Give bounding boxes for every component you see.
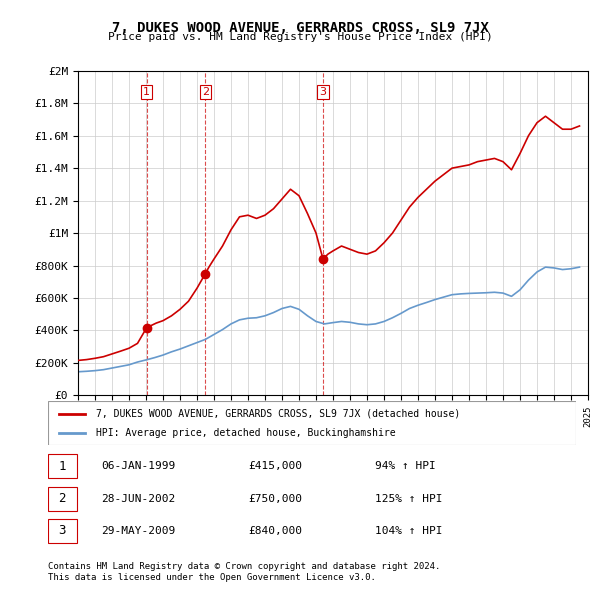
Text: £840,000: £840,000 (248, 526, 302, 536)
Text: 104% ↑ HPI: 104% ↑ HPI (376, 526, 443, 536)
Text: 1: 1 (143, 87, 150, 97)
Text: 3: 3 (59, 524, 66, 537)
Text: 7, DUKES WOOD AVENUE, GERRARDS CROSS, SL9 7JX: 7, DUKES WOOD AVENUE, GERRARDS CROSS, SL… (112, 21, 488, 35)
Text: £750,000: £750,000 (248, 494, 302, 503)
FancyBboxPatch shape (48, 454, 77, 478)
Text: 2: 2 (59, 492, 66, 505)
Text: Contains HM Land Registry data © Crown copyright and database right 2024.: Contains HM Land Registry data © Crown c… (48, 562, 440, 571)
Text: 28-JUN-2002: 28-JUN-2002 (101, 494, 175, 503)
Text: HPI: Average price, detached house, Buckinghamshire: HPI: Average price, detached house, Buck… (95, 428, 395, 438)
Text: 06-JAN-1999: 06-JAN-1999 (101, 461, 175, 471)
Text: This data is licensed under the Open Government Licence v3.0.: This data is licensed under the Open Gov… (48, 573, 376, 582)
Text: 3: 3 (319, 87, 326, 97)
Text: 94% ↑ HPI: 94% ↑ HPI (376, 461, 436, 471)
Text: 125% ↑ HPI: 125% ↑ HPI (376, 494, 443, 503)
Text: 1: 1 (59, 460, 66, 473)
FancyBboxPatch shape (48, 401, 576, 445)
Text: £415,000: £415,000 (248, 461, 302, 471)
Text: Price paid vs. HM Land Registry's House Price Index (HPI): Price paid vs. HM Land Registry's House … (107, 32, 493, 42)
FancyBboxPatch shape (48, 487, 77, 510)
Text: 7, DUKES WOOD AVENUE, GERRARDS CROSS, SL9 7JX (detached house): 7, DUKES WOOD AVENUE, GERRARDS CROSS, SL… (95, 409, 460, 418)
Text: 29-MAY-2009: 29-MAY-2009 (101, 526, 175, 536)
FancyBboxPatch shape (48, 519, 77, 543)
Text: 2: 2 (202, 87, 209, 97)
